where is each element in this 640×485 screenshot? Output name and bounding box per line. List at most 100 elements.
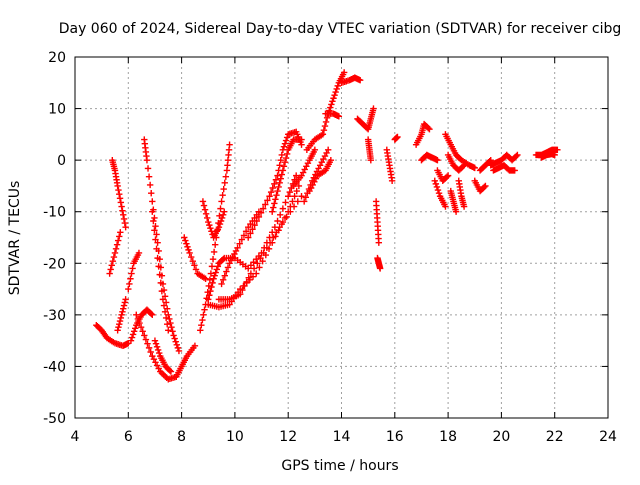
x-tick-label: 6 <box>124 429 133 445</box>
data-point <box>333 85 340 93</box>
data-point <box>322 118 330 126</box>
data-point <box>276 162 283 169</box>
data-point <box>153 343 161 351</box>
data-point <box>172 338 179 345</box>
data-point <box>221 179 228 187</box>
series-arc33 <box>391 133 401 143</box>
series-arc19 <box>245 128 305 241</box>
data-point <box>212 269 219 276</box>
y-tick-labels: -50 -40 -30 -20 -10 0 10 20 <box>43 50 66 427</box>
series-arc35 <box>418 151 441 164</box>
data-point <box>319 131 327 138</box>
data-point <box>283 213 290 221</box>
data-point <box>274 172 281 179</box>
data-point <box>137 324 145 331</box>
data-point <box>255 213 263 221</box>
data-point <box>256 264 263 271</box>
data-point <box>215 223 223 231</box>
data-point <box>116 320 123 328</box>
series-arc2 <box>106 229 124 277</box>
data-point <box>108 262 115 269</box>
series-arc27 <box>338 74 364 86</box>
data-point <box>165 327 172 334</box>
data-point <box>191 342 199 349</box>
data-point <box>127 275 134 282</box>
data-point <box>113 241 121 248</box>
series-arc26 <box>322 110 343 120</box>
data-point <box>207 225 214 232</box>
data-point <box>340 69 348 76</box>
x-tick-label: 20 <box>492 429 510 445</box>
data-point <box>273 229 280 236</box>
data-point <box>247 230 254 237</box>
data-point <box>513 152 520 160</box>
data-point <box>181 234 188 241</box>
data-point <box>117 229 124 236</box>
data-point <box>239 286 246 294</box>
data-point <box>174 344 182 352</box>
data-point <box>139 328 146 335</box>
data-point <box>141 332 148 339</box>
data-point <box>205 218 212 226</box>
data-point <box>209 279 216 287</box>
data-point <box>152 340 160 347</box>
data-point <box>275 183 282 191</box>
data-point <box>279 205 287 212</box>
x-tick-label: 8 <box>177 429 186 445</box>
data-point <box>216 220 224 228</box>
data-point <box>433 183 441 191</box>
data-point <box>112 245 120 253</box>
data-point <box>120 215 128 223</box>
data-point <box>183 240 190 247</box>
data-point <box>157 279 165 287</box>
x-tick-label: 14 <box>333 429 351 445</box>
y-axis-label: SDTVAR / TECUs <box>7 181 23 296</box>
x-tick-label: 18 <box>439 429 457 445</box>
data-point <box>118 311 125 319</box>
data-point <box>286 188 293 196</box>
data-point <box>262 201 269 208</box>
data-point <box>213 266 220 273</box>
data-point <box>274 187 281 195</box>
data-point <box>459 163 467 170</box>
data-point <box>192 266 200 273</box>
data-point <box>482 182 489 190</box>
data-point <box>294 198 301 205</box>
data-point <box>285 193 292 200</box>
data-point <box>290 203 298 210</box>
data-point <box>115 186 122 194</box>
data-point <box>224 264 232 271</box>
data-point <box>136 319 143 327</box>
data-point <box>143 156 151 164</box>
data-point <box>443 173 451 180</box>
data-point <box>116 233 123 240</box>
series-arc11 <box>173 342 199 380</box>
data-point <box>126 280 133 288</box>
data-point <box>554 146 561 154</box>
data-point <box>153 245 160 253</box>
data-point <box>254 260 261 267</box>
data-point <box>442 203 449 210</box>
data-point <box>164 320 171 328</box>
data-point <box>120 302 128 309</box>
data-point <box>144 165 152 172</box>
data-point <box>367 156 375 164</box>
series-arc12 <box>181 234 209 282</box>
data-point <box>444 172 452 179</box>
data-point <box>283 134 291 141</box>
data-point <box>155 263 162 270</box>
data-point <box>173 341 181 348</box>
series-arc24 <box>306 156 335 195</box>
data-point <box>302 194 309 201</box>
data-point <box>324 146 332 154</box>
series-arc47 <box>538 150 558 161</box>
series-arc21 <box>290 146 319 190</box>
series-arc39 <box>444 151 468 174</box>
data-point <box>184 243 191 250</box>
data-point <box>551 151 558 159</box>
data-point <box>106 270 113 277</box>
data-point <box>356 77 364 84</box>
data-point <box>431 177 438 184</box>
data-point <box>329 98 336 105</box>
